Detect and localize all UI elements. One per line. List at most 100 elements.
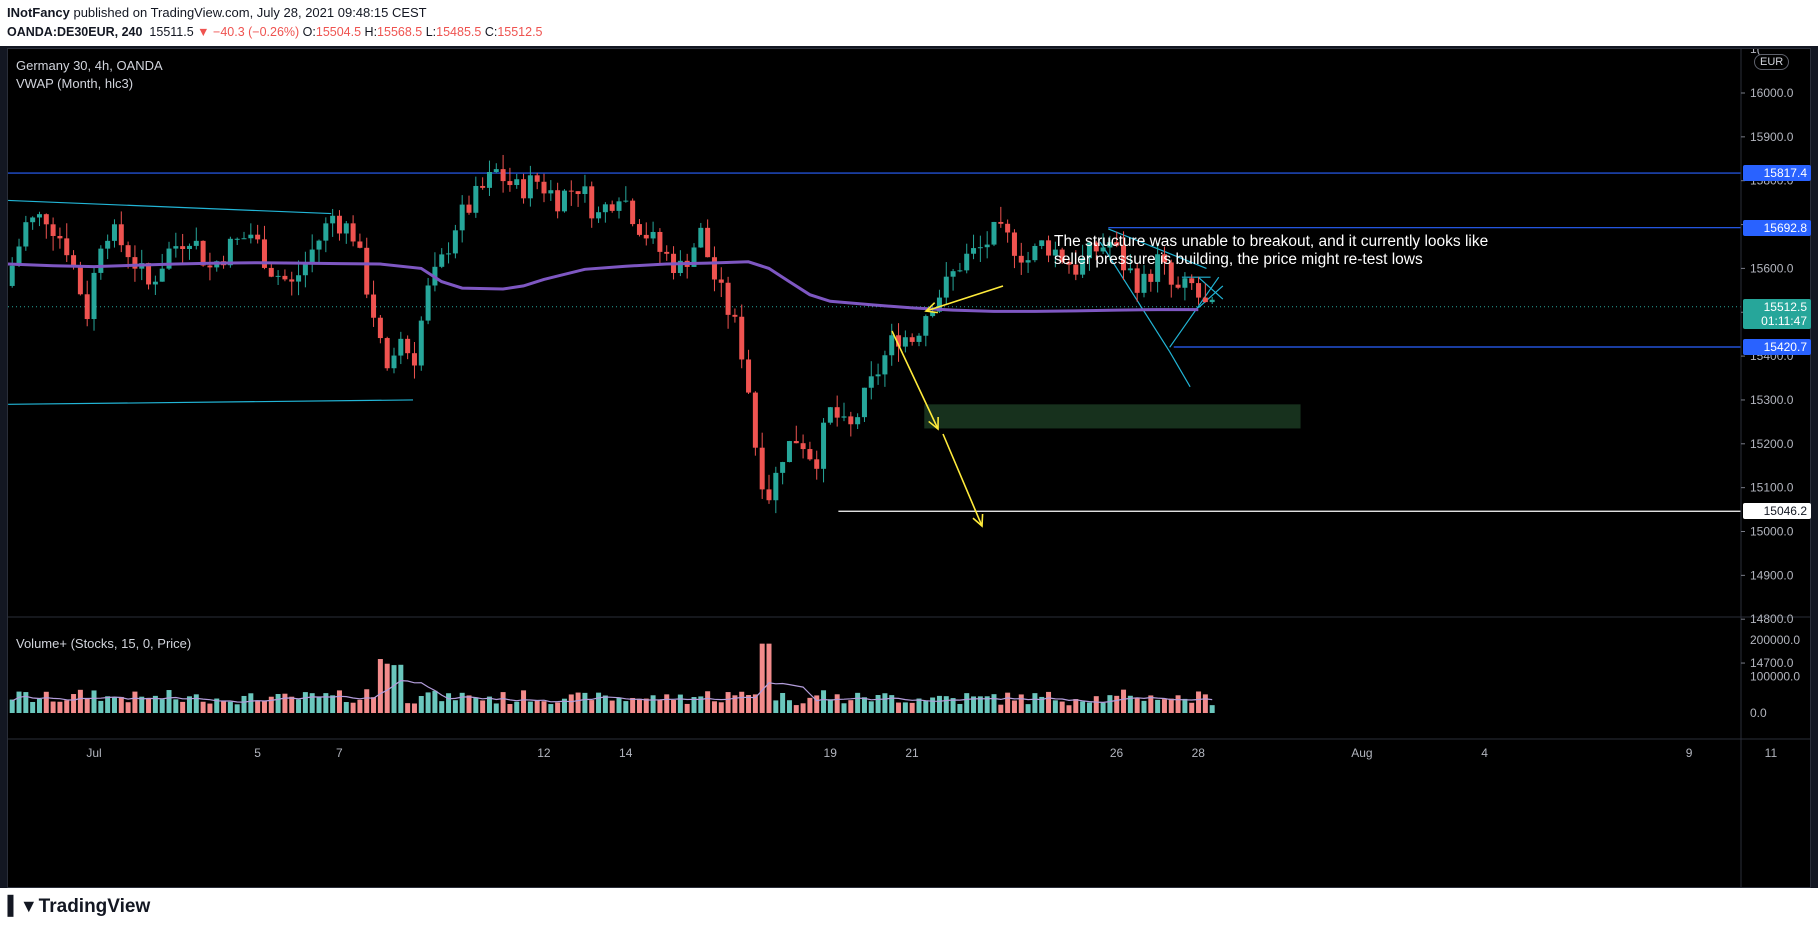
candle-body [1039,240,1045,246]
open-value: 15504.5 [315,25,362,39]
candle-body [855,417,861,425]
candle [500,154,506,193]
candle-body [111,224,117,241]
price-badge[interactable]: 15512.5 01:11:47 [1743,298,1811,329]
candle-body [1121,245,1127,271]
volume-bar [534,700,540,713]
candle-body [677,260,683,274]
candle [336,210,342,241]
volume-bar [364,689,370,713]
candle [405,335,411,360]
candle [643,222,649,246]
price-badge[interactable]: 15692.8 [1743,219,1811,236]
price-badge[interactable]: 15817.4 [1743,165,1811,182]
candle-body [452,230,458,254]
volume-bar [916,698,922,713]
chart-area[interactable]: 16000.015900.015800.015700.015600.015500… [7,48,1811,888]
volume-bar [234,704,240,713]
candle [841,402,847,422]
volume-bar [882,693,888,713]
candle [98,245,104,280]
candle-body [302,262,308,276]
candle [623,186,629,203]
publish-info: INotFancy published on TradingView.com, … [7,5,427,20]
candle-body [841,416,847,418]
volume-legend[interactable]: Volume+ (Stocks, 15, 0, Price) [16,636,192,651]
candle [234,237,240,245]
candle-body [636,224,642,235]
price-tick-label: 15600.0 [1750,261,1794,275]
pointer-arrow [925,285,1004,312]
candle [296,260,302,296]
candle-body [1093,242,1099,252]
candle-body [943,276,949,298]
volume-bar [1202,694,1208,713]
candle-body [118,224,124,246]
candle-body [582,186,588,195]
volume-bar [452,700,458,713]
candle [705,219,711,258]
candle [36,211,42,227]
candle [364,237,370,299]
candle-body [248,234,254,239]
candle-body [43,214,49,225]
time-tick-label: Jul [86,746,101,760]
volume-bar [684,703,690,713]
currency-badge[interactable]: EUR [1754,54,1790,70]
chart-svg[interactable]: 16000.015900.015800.015700.015600.015500… [8,49,1810,887]
candle [896,323,902,362]
candle-body [1052,249,1058,256]
candle [173,232,179,258]
candle-body [330,215,336,224]
volume-bar [1155,699,1161,713]
candle-body [507,181,513,186]
volume-bar [971,696,977,713]
volume-bar [677,694,683,713]
volume-bar [957,703,963,713]
candle-body [752,392,758,448]
volume-bar [166,690,172,713]
candle-body [364,247,370,295]
candle-body [173,246,179,249]
volume-bar [541,701,547,713]
candle [657,228,663,264]
volume-bar [527,701,533,713]
candle [766,474,772,504]
volume-bar [1080,701,1086,713]
author-name[interactable]: INotFancy [7,5,70,20]
candle [711,246,717,292]
price-badge[interactable]: 15046.2 [1743,503,1811,520]
price-tick-label-partial: 1( [1750,49,1761,56]
volume-bar [1121,689,1127,713]
candle [459,195,465,243]
volume-bar [568,694,574,713]
candle-body [1018,255,1024,263]
volume-bar [732,695,738,713]
candle [166,241,172,271]
volume-bar [950,698,956,713]
candle-body [936,297,942,312]
volume-bar [459,692,465,713]
price-tick-label: 15000.0 [1750,525,1794,539]
volume-bar [9,699,15,713]
candle-body [466,204,472,213]
candle [207,252,213,281]
time-tick-label: 26 [1110,746,1124,760]
volume-bar [650,695,656,713]
volume-bar [596,692,602,713]
volume-bar [664,694,670,713]
price-badge[interactable]: 15420.7 [1743,339,1811,356]
candle-body [268,267,274,277]
footer: ▍▼ TradingView [0,888,1818,927]
annotation-text: The structure was unable to breakout, an… [1054,233,1488,269]
vwap-legend[interactable]: VWAP (Month, hlc3) [16,76,134,91]
volume-bar [316,697,322,713]
candle-body [725,282,731,315]
candle-body [827,407,833,423]
volume-bar [214,698,220,713]
candle [664,245,670,261]
tradingview-logo[interactable]: ▍▼ TradingView [8,896,150,918]
candle [159,253,165,282]
volume-bar [1107,695,1113,713]
candle [289,271,295,296]
